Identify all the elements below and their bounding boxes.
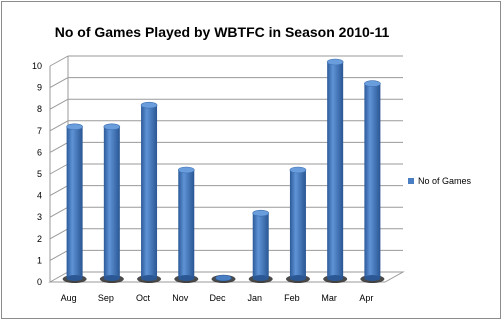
y-tick-label: 5 [37,169,42,179]
y-tick-label: 10 [32,61,42,71]
y-tick-label: 4 [37,191,42,201]
x-tick-label: Dec [209,293,226,303]
bar [66,126,83,278]
y-tick-label: 2 [37,234,42,244]
bar-base [252,275,269,281]
bar-top [326,58,344,66]
gridline-side [49,55,69,67]
gridline-side [49,163,69,175]
gridline-side [49,249,69,261]
chart-title: No of Games Played by WBTFC in Season 20… [54,24,390,40]
gridline-side [49,120,69,132]
y-tick-label: 6 [37,147,42,157]
bar [252,213,269,278]
bar [103,126,120,278]
bar-top [140,101,158,109]
bar-zero-disc [215,274,232,282]
legend-swatch [408,178,414,184]
y-tick-label: 1 [37,255,42,265]
bar-base [178,275,195,281]
bar-top [66,123,83,131]
gridline-side [49,228,69,240]
bar-base [364,275,381,281]
x-tick-label: Jan [247,293,262,303]
bar-top [103,123,121,131]
y-tick-label: 9 [37,83,42,93]
x-tick-label: Feb [284,293,300,303]
bar-top [252,209,270,217]
y-tick-label: 8 [37,104,42,114]
x-tick-label: Mar [321,293,337,303]
x-tick-label: Aug [61,293,77,303]
bar [141,105,158,278]
x-tick-label: Sep [98,293,114,303]
gridline-side [49,98,69,110]
bar-base [103,275,120,281]
y-tick-label: 0 [37,277,42,287]
gridline-side [49,77,69,89]
x-tick-label: Apr [359,293,373,303]
bar-base [66,275,83,281]
y-tick-label: 3 [37,212,42,222]
x-tick-label: Nov [172,293,189,303]
gridline-side [49,141,69,153]
bar-base [327,275,344,281]
gridline-side [49,185,69,197]
gridline-side [49,206,69,218]
bar-top [364,80,381,87]
bar-base [289,275,306,281]
bar-top [289,166,307,174]
bar [364,83,381,278]
bar-base [141,275,158,281]
bar-top [177,166,195,174]
y-tick-label: 7 [37,126,42,136]
x-tick-label: Oct [136,293,151,303]
bar [178,170,195,278]
legend-label: No of Games [418,176,472,186]
bar [327,62,344,278]
bar [289,170,306,278]
